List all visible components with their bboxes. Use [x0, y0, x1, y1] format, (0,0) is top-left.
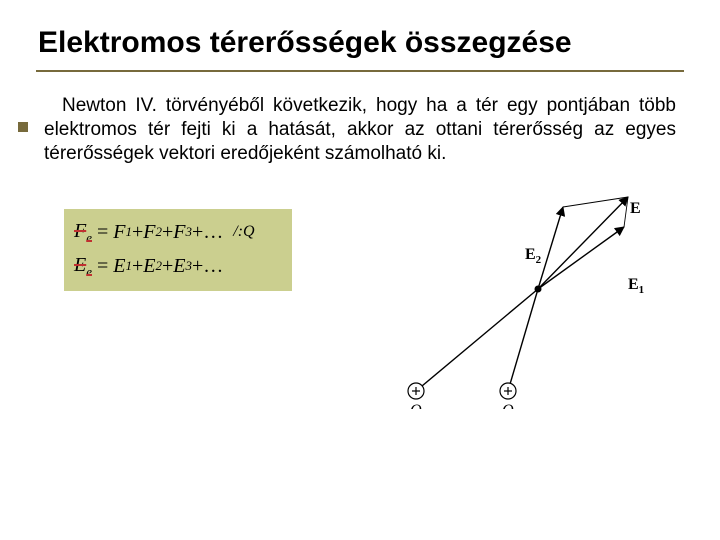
equation-line: Ee = E1 + E2 + E3 +… [74, 249, 282, 283]
bullet-marker [18, 122, 28, 132]
body-paragraph: Newton IV. törvényéből következik, hogy … [44, 94, 676, 165]
svg-text:E: E [630, 200, 641, 217]
svg-text:E2: E2 [525, 246, 542, 266]
svg-text:Q1: Q1 [410, 402, 427, 409]
svg-text:Q2: Q2 [502, 402, 519, 409]
diagram-box: E1 E2 E Q1 Q2 [292, 189, 684, 409]
equations-box: Fe = F1 + F2 + F3 +…/:Q Ee = E1 + E2 + E… [64, 209, 292, 291]
slide-title: Elektromos térerősségek összegzése [38, 26, 684, 60]
svg-text:E1: E1 [628, 276, 644, 296]
title-rule [36, 70, 684, 72]
vector-diagram: E1 E2 E Q1 Q2 [328, 189, 648, 409]
content-row: Fe = F1 + F2 + F3 +…/:Q Ee = E1 + E2 + E… [36, 189, 684, 409]
equation-line: Fe = F1 + F2 + F3 +…/:Q [74, 215, 282, 249]
